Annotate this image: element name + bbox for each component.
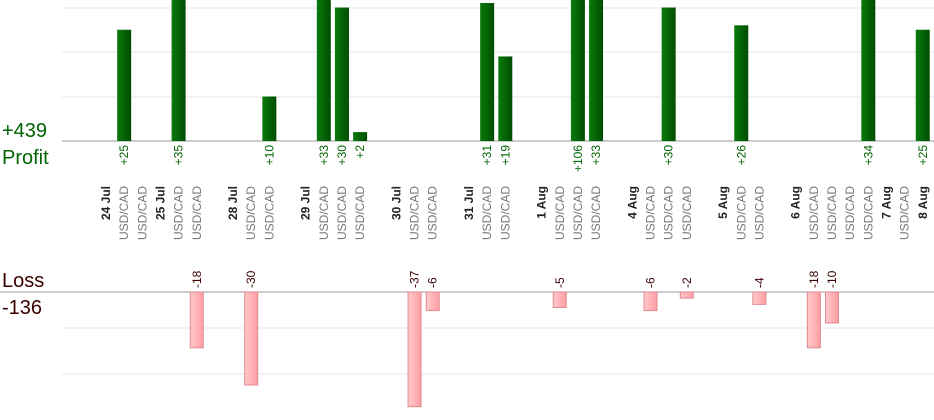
loss-bar	[806, 291, 821, 349]
pair-label: USD/CAD	[117, 186, 131, 240]
pair-label: USD/CAD	[317, 186, 331, 240]
pair-label: USD/CAD	[480, 186, 494, 240]
pair-label: USD/CAD	[498, 186, 512, 240]
pair-label: USD/CAD	[734, 186, 748, 240]
pair-label: USD/CAD	[190, 186, 204, 240]
profit-bar	[480, 3, 495, 141]
profit-value-label: +2	[353, 145, 367, 159]
loss-value-label: -4	[752, 277, 766, 288]
profit-value-label: +31	[480, 145, 494, 166]
loss-bar	[552, 291, 567, 308]
loss-value-label: -18	[190, 270, 204, 288]
pair-label: USD/CAD	[662, 186, 676, 240]
pair-label: USD/CAD	[644, 186, 658, 240]
loss-value-label: -6	[426, 277, 440, 288]
date-label: 30 Jul	[389, 186, 403, 220]
pair-label: USD/CAD	[262, 186, 276, 240]
pair-label: USD/CAD	[589, 186, 603, 240]
profit-value-label: +25	[916, 145, 930, 166]
profit-bar	[498, 56, 513, 142]
loss-bar	[244, 291, 259, 386]
loss-value-label: -6	[644, 277, 658, 288]
loss-value-label: -18	[807, 270, 821, 288]
pair-label: USD/CAD	[843, 186, 857, 240]
date-label: 6 Aug	[789, 186, 803, 219]
date-label: 28 Jul	[226, 186, 240, 220]
profit-bar	[316, 0, 331, 141]
profit-value-label: +19	[498, 145, 512, 166]
profit-bar	[334, 7, 349, 141]
loss-bar	[425, 291, 440, 312]
pair-label: USD/CAD	[426, 186, 440, 240]
profit-value-label: +33	[589, 145, 603, 166]
profit-value-label: +30	[662, 145, 676, 166]
pair-label: USD/CAD	[861, 186, 875, 240]
pair-label: USD/CAD	[244, 186, 258, 240]
profit-value-label: +30	[335, 145, 349, 166]
date-label: 24 Jul	[99, 186, 113, 220]
pair-label: USD/CAD	[353, 186, 367, 240]
pair-label: USD/CAD	[172, 186, 186, 240]
pair-label: USD/CAD	[571, 186, 585, 240]
loss-bar	[643, 291, 658, 312]
pair-label: USD/CAD	[135, 186, 149, 240]
loss-bar	[407, 291, 422, 408]
profit-value-label: +10	[262, 145, 276, 166]
profit-value-label: +33	[317, 145, 331, 166]
profit-bar	[117, 29, 132, 141]
date-label: 29 Jul	[299, 186, 313, 220]
profit-value-label: +26	[734, 145, 748, 166]
pair-label: USD/CAD	[680, 186, 694, 240]
pair-label: USD/CAD	[335, 186, 349, 240]
profit-value-label: +106	[571, 145, 585, 172]
loss-value-label: -30	[244, 270, 258, 288]
profit-bar	[661, 7, 676, 141]
date-label: 8 Aug	[916, 186, 930, 219]
loss-value-label: -5	[553, 277, 567, 288]
pair-label: USD/CAD	[898, 186, 912, 240]
profit-bar	[171, 0, 186, 141]
loss-bar	[752, 291, 767, 305]
profit-bar	[861, 0, 876, 141]
profit-bar	[353, 132, 368, 141]
date-label: 4 Aug	[625, 186, 639, 219]
date-label: 7 Aug	[879, 186, 893, 219]
loss-bar	[825, 291, 839, 324]
loss-bar	[189, 291, 204, 349]
loss-value-label: -10	[825, 270, 839, 288]
loss-value-label: -37	[408, 270, 422, 288]
profit-bar	[734, 25, 749, 141]
date-label: 1 Aug	[535, 186, 549, 219]
profit-bar	[262, 96, 277, 141]
profit-bar	[915, 29, 930, 141]
profit-value-label: +25	[117, 145, 131, 166]
profit-bar	[570, 0, 585, 141]
pair-label: USD/CAD	[825, 186, 839, 240]
pair-label: USD/CAD	[807, 186, 821, 240]
loss-bar	[679, 291, 694, 299]
profit-bar	[589, 0, 604, 141]
profit-value-label: +34	[861, 145, 875, 166]
pair-label: USD/CAD	[752, 186, 766, 240]
pair-label: USD/CAD	[408, 186, 422, 240]
loss-value-label: -2	[680, 277, 694, 288]
pair-label: USD/CAD	[553, 186, 567, 240]
date-label: 5 Aug	[716, 186, 730, 219]
profit-value-label: +35	[172, 145, 186, 166]
date-label: 25 Jul	[153, 186, 167, 220]
date-label: 31 Jul	[462, 186, 476, 220]
